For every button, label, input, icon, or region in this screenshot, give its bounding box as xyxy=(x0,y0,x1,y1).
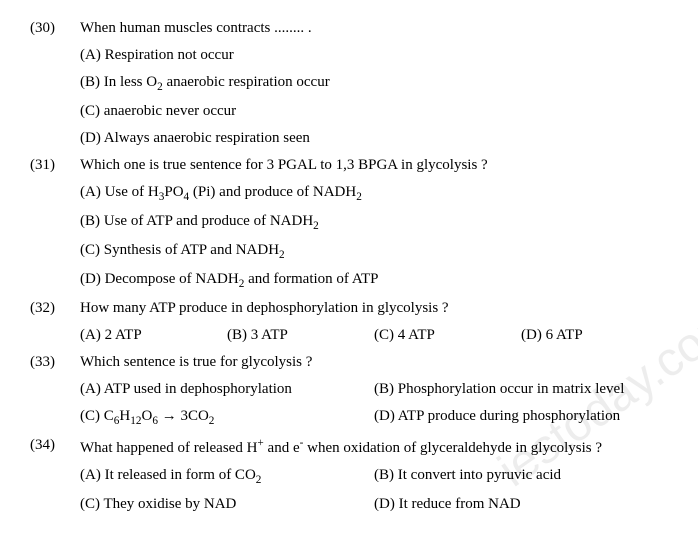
question-text: Which sentence is true for glycolysis ? xyxy=(80,354,668,371)
question: (31)Which one is true sentence for 3 PGA… xyxy=(30,157,668,290)
option: (B) In less O2 anaerobic respiration occ… xyxy=(80,74,668,93)
question-stem: (31)Which one is true sentence for 3 PGA… xyxy=(30,157,668,174)
option: (D) ATP produce during phosphorylation xyxy=(374,408,668,427)
options-row: (A) It released in form of CO2(B) It con… xyxy=(80,467,668,486)
option: (C) anaerobic never occur xyxy=(80,103,668,120)
question-text: When human muscles contracts ........ . xyxy=(80,20,668,37)
option: (C) 4 ATP xyxy=(374,327,521,344)
question-text: Which one is true sentence for 3 PGAL to… xyxy=(80,157,668,174)
questions-container: (30)When human muscles contracts .......… xyxy=(30,20,668,513)
option: (A) ATP used in dephosphorylation xyxy=(80,381,374,398)
question-stem: (34)What happened of released H+ and e- … xyxy=(30,437,668,457)
option: (D) It reduce from NAD xyxy=(374,496,668,513)
option: (D) 6 ATP xyxy=(521,327,668,344)
question-number: (33) xyxy=(30,354,80,371)
options-row: (A) ATP used in dephosphorylation(B) Pho… xyxy=(80,381,668,398)
question-text: What happened of released H+ and e- when… xyxy=(80,437,668,457)
question-stem: (30)When human muscles contracts .......… xyxy=(30,20,668,37)
option: (B) Use of ATP and produce of NADH2 xyxy=(80,213,668,232)
question-stem: (32)How many ATP produce in dephosphoryl… xyxy=(30,300,668,317)
option: (A) It released in form of CO2 xyxy=(80,467,374,486)
option: (A) Use of H3PO4 (Pi) and produce of NAD… xyxy=(80,184,668,203)
question: (30)When human muscles contracts .......… xyxy=(30,20,668,147)
question-number: (32) xyxy=(30,300,80,317)
option: (D) Decompose of NADH2 and formation of … xyxy=(80,271,668,290)
question-number: (34) xyxy=(30,437,80,457)
question-number: (31) xyxy=(30,157,80,174)
options-row: (C) They oxidise by NAD(D) It reduce fro… xyxy=(80,496,668,513)
options-row: (A) 2 ATP(B) 3 ATP(C) 4 ATP(D) 6 ATP xyxy=(80,327,668,344)
question: (33)Which sentence is true for glycolysi… xyxy=(30,354,668,427)
option: (A) 2 ATP xyxy=(80,327,227,344)
question-text: How many ATP produce in dephosphorylatio… xyxy=(80,300,668,317)
option: (B) It convert into pyruvic acid xyxy=(374,467,668,486)
option: (D) Always anaerobic respiration seen xyxy=(80,130,668,147)
question: (34)What happened of released H+ and e- … xyxy=(30,437,668,513)
option: (C) C6H12O6 → 3CO2 xyxy=(80,408,374,427)
option: (B) 3 ATP xyxy=(227,327,374,344)
options-row: (C) C6H12O6 → 3CO2(D) ATP produce during… xyxy=(80,408,668,427)
question-number: (30) xyxy=(30,20,80,37)
option: (A) Respiration not occur xyxy=(80,47,668,64)
question: (32)How many ATP produce in dephosphoryl… xyxy=(30,300,668,344)
question-stem: (33)Which sentence is true for glycolysi… xyxy=(30,354,668,371)
option: (B) Phosphorylation occur in matrix leve… xyxy=(374,381,668,398)
options-list: (A) Respiration not occur (B) In less O2 … xyxy=(80,47,668,147)
option: (C) Synthesis of ATP and NADH2 xyxy=(80,242,668,261)
options-list: (A) Use of H3PO4 (Pi) and produce of NAD… xyxy=(80,184,668,290)
option: (C) They oxidise by NAD xyxy=(80,496,374,513)
